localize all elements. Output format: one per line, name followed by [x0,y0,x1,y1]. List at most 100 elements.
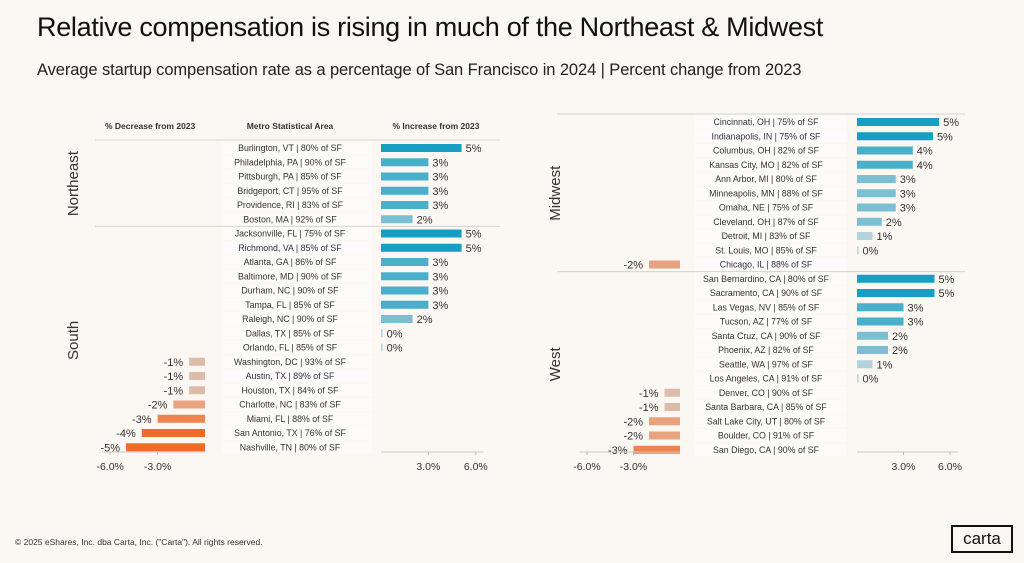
value-label: 0% [863,374,879,386]
row-background [222,355,372,369]
metro-label: Seattle, WA | 97% of SF [719,359,814,369]
bar-negative [649,260,680,269]
bar-negative [664,388,680,397]
bar-positive [381,300,429,309]
row-background [695,357,847,371]
value-label: 3% [432,200,448,212]
row-background [222,241,372,255]
column-header-increase: % Increase from 2023 [393,121,480,131]
value-label: -1% [164,371,184,383]
bar-positive [857,217,882,226]
x-tick-label: 3.0% [416,461,440,473]
bar-positive [857,118,940,126]
row-background [695,429,847,442]
value-label: 0% [387,343,403,355]
row-background [695,158,847,172]
metro-label: Phoenix, AZ | 82% of SF [718,345,814,355]
bar-positive [857,360,873,369]
metro-label: Ann Arbor, MI | 80% of SF [715,174,817,184]
value-label: -4% [116,428,136,440]
row-background [695,414,847,428]
bar-negative [141,429,205,437]
metro-label: Burlington, VT | 80% of SF [238,143,342,153]
metro-label: Charlotte, NC | 83% of SF [239,400,341,410]
row-background [695,372,847,385]
metro-label: Columbus, OH | 82% of SF [713,146,820,156]
value-label: -3% [608,445,628,457]
bar-positive [857,189,896,198]
value-label: 5% [939,274,955,286]
metro-label: Raleigh, NC | 90% of SF [242,314,338,324]
row-background [222,212,372,226]
metro-label: Sacramento, CA | 90% of SF [710,288,823,298]
row-background [222,369,372,383]
value-label: 3% [908,317,924,329]
value-label: -1% [639,402,659,414]
bar-positive [857,346,888,354]
value-label: 3% [900,174,916,186]
row-background [695,272,847,286]
bar-positive [857,160,913,169]
metro-label: San Bernardino, CA | 80% of SF [703,274,830,284]
metro-label: Denver, CO | 90% of SF [719,388,814,398]
row-background [695,258,847,271]
bar-positive [857,331,888,340]
row-background [695,243,847,257]
value-label: -1% [639,388,659,400]
row-background [222,141,372,155]
metro-label: Los Angeles, CA | 91% of SF [710,374,823,384]
metro-label: Salt Lake City, UT | 80% of SF [707,416,826,426]
metro-label: Kansas City, MO | 82% of SF [709,160,823,170]
value-label: 5% [943,117,959,129]
value-label: 1% [877,359,893,371]
row-background [222,227,372,240]
row-background [222,312,372,326]
metro-label: Boulder, CO | 91% of SF [718,431,815,441]
carta-logo: carta [951,525,1013,553]
metro-label: Bridgeport, CT | 95% of SF [237,186,343,196]
metro-label: San Antonio, TX | 76% of SF [234,428,346,438]
x-tick-label: -6.0% [96,461,123,473]
metro-label: Las Vegas, NV | 85% of SF [713,302,820,312]
value-label: -1% [164,357,184,369]
metro-label: Nashville, TN | 80% of SF [240,442,341,452]
metro-label: St. Louis, MO | 85% of SF [715,245,817,255]
metro-label: Chicago, IL | 88% of SF [720,260,813,270]
bar-negative [189,357,205,366]
x-tick-label: 6.0% [938,461,962,473]
metro-label: Jacksonville, FL | 75% of SF [235,229,346,239]
row-background [222,383,372,397]
metro-label: Santa Barbara, CA | 85% of SF [705,402,827,412]
value-label: -3% [132,414,152,426]
value-label: 4% [917,146,933,158]
value-label: 2% [886,217,902,229]
row-background [222,440,372,454]
row-background [222,426,372,440]
bar-positive [857,232,873,240]
metro-label: Boston, MA | 92% of SF [243,214,337,224]
metro-label: Detroit, MI | 83% of SF [722,231,811,241]
x-tick-label: -3.0% [620,461,647,473]
value-label: -5% [100,442,120,454]
row-background [222,198,372,212]
bar-negative [189,386,205,395]
value-label: -2% [623,260,643,272]
x-tick-label: 3.0% [892,461,916,473]
bar-positive [857,246,859,255]
value-label: 1% [877,231,893,243]
bar-positive [857,146,913,155]
bar-positive [381,343,383,352]
row-background [695,129,847,143]
region-label-south: South [65,321,82,360]
metro-label: Philadelphia, PA | 90% of SF [234,157,346,167]
row-background [222,170,372,183]
row-background [222,398,372,411]
value-label: 2% [417,314,433,326]
value-label: -1% [164,385,184,397]
value-label: 3% [432,186,448,198]
value-label: 3% [432,271,448,283]
metro-label: Atlanta, GA | 86% of SF [244,257,337,267]
bar-positive [857,374,859,383]
row-background [222,326,372,340]
